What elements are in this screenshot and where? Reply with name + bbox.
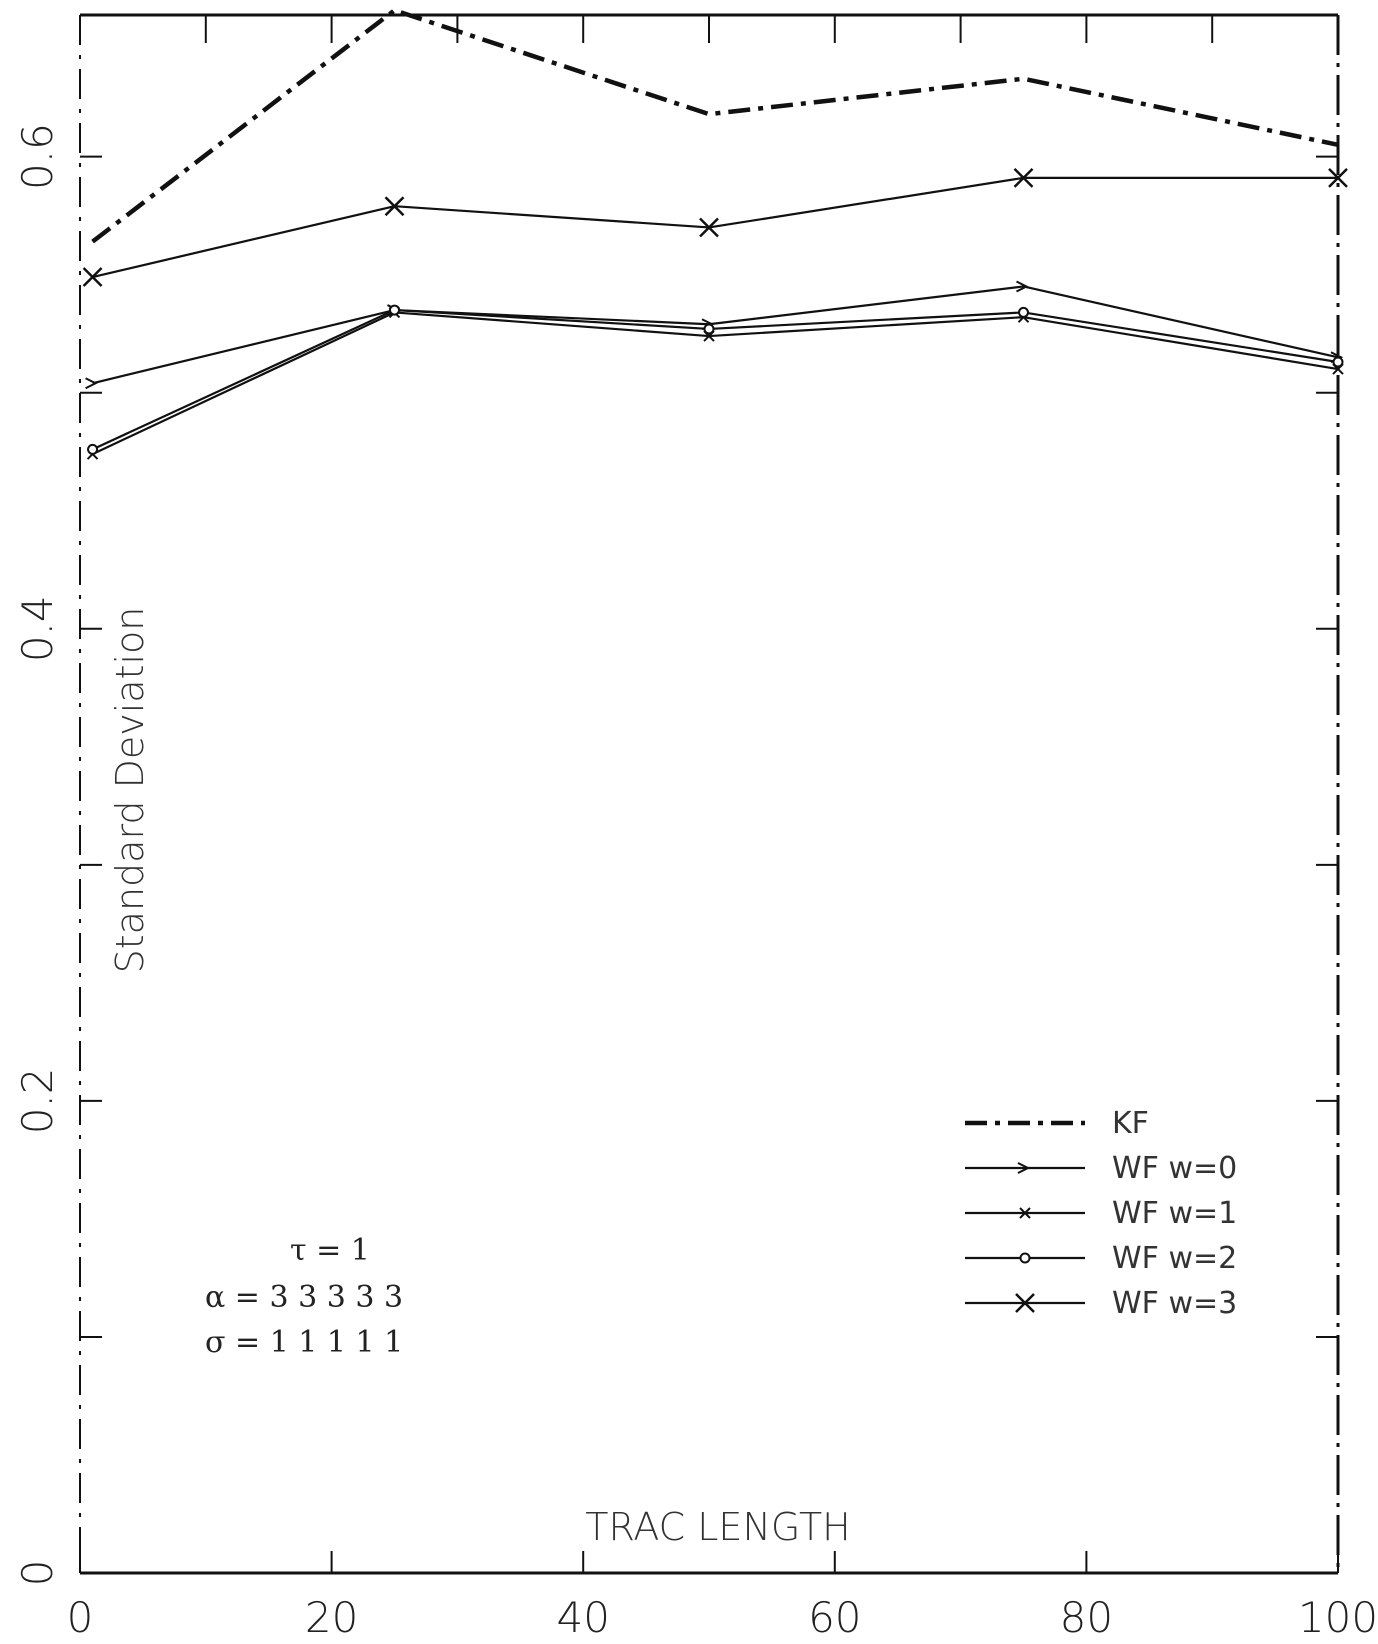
y-tick-label: 0.2 bbox=[13, 1067, 62, 1134]
x-tick-label: 20 bbox=[305, 1593, 358, 1642]
series-line bbox=[92, 308, 1339, 451]
x-tick-label: 60 bbox=[808, 1593, 861, 1642]
circle-marker bbox=[389, 304, 400, 316]
annotation-block: τ = 1 α = 3 3 3 3 3 σ = 1 1 1 1 1 bbox=[205, 1233, 403, 1360]
annotation-line: τ = 1 bbox=[290, 1233, 370, 1268]
series-3 bbox=[87, 304, 1344, 455]
circle-marker bbox=[1332, 356, 1344, 368]
x-marker bbox=[82, 267, 103, 287]
legend-label: WF w=3 bbox=[1112, 1286, 1237, 1321]
series-0 bbox=[91, 8, 1339, 244]
x-marker bbox=[384, 196, 405, 217]
x-tick-label: 100 bbox=[1298, 1593, 1378, 1642]
x-marker bbox=[699, 217, 719, 238]
series-group bbox=[82, 8, 1348, 460]
x-tick-label: 80 bbox=[1060, 1593, 1113, 1642]
x-axis-label: TRAC LENGTH bbox=[585, 1505, 851, 1549]
y-axis-label: Standard Deviation bbox=[108, 607, 152, 974]
annotation-line: α = 3 3 3 3 3 bbox=[205, 1280, 403, 1315]
series-line bbox=[92, 176, 1338, 279]
arrow-marker bbox=[1017, 1162, 1031, 1174]
legend-label: KF bbox=[1112, 1106, 1149, 1141]
circle-marker bbox=[87, 443, 99, 455]
legend-label: WF w=1 bbox=[1112, 1196, 1237, 1231]
legend: KF WF w=0 WF w=1 WF w=2 WF w=3 bbox=[965, 1106, 1237, 1321]
arrow-marker bbox=[85, 377, 98, 390]
series-line bbox=[92, 311, 1339, 456]
y-tick-label: 0 bbox=[13, 1560, 62, 1587]
y-tick-label: 0.4 bbox=[13, 595, 62, 662]
x-marker bbox=[1015, 1293, 1035, 1313]
series-2 bbox=[86, 306, 1344, 460]
x-marker bbox=[1013, 167, 1034, 188]
y-tick-label: 0.6 bbox=[13, 123, 62, 190]
legend-label: WF w=0 bbox=[1112, 1151, 1237, 1186]
x-marker bbox=[1328, 167, 1348, 188]
circle-marker bbox=[1018, 306, 1029, 318]
small-x-marker bbox=[1019, 1207, 1031, 1219]
series-line bbox=[91, 8, 1339, 244]
x-tick-label: 0 bbox=[67, 1593, 94, 1642]
arrow-marker bbox=[1016, 280, 1029, 293]
series-4 bbox=[82, 167, 1348, 287]
axis-ticks: 0 20 40 60 80 100 0 0.2 0.4 0.6 bbox=[13, 15, 1378, 1642]
x-tick-label: 40 bbox=[556, 1593, 609, 1642]
circle-marker bbox=[1019, 1252, 1031, 1264]
circle-marker bbox=[703, 323, 715, 335]
legend-label: WF w=2 bbox=[1112, 1241, 1237, 1276]
annotation-line: σ = 1 1 1 1 1 bbox=[205, 1325, 403, 1360]
